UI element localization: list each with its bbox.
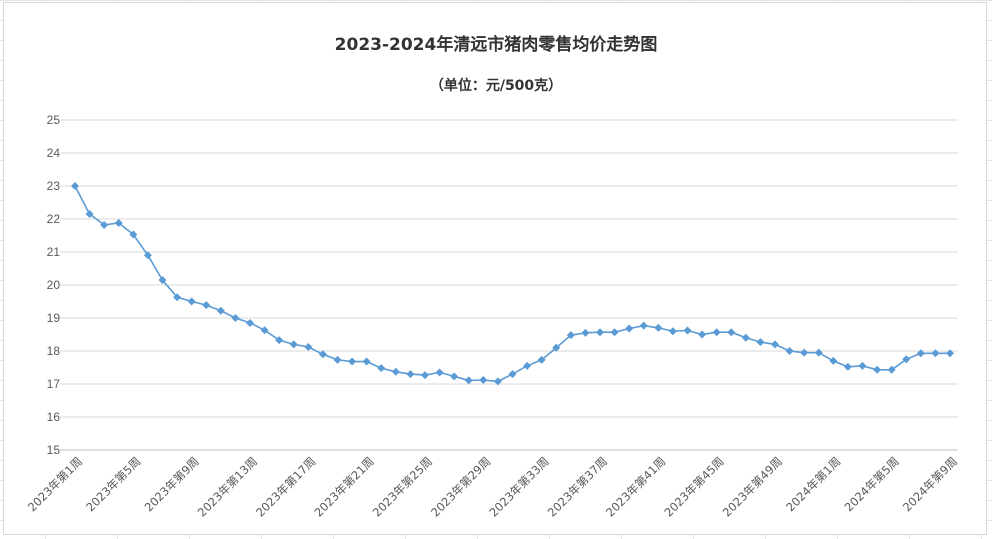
x-tick-label: 2023年第45周 [661,454,726,519]
data-point[interactable] [771,340,779,349]
data-point[interactable] [71,182,79,190]
x-tick-label: 2024年第5周 [842,454,902,514]
data-point[interactable] [377,364,386,373]
data-point[interactable] [873,365,882,374]
y-tick-label: 21 [47,245,61,259]
data-point[interactable] [668,327,677,336]
y-tick-label: 17 [47,377,61,391]
data-point[interactable] [260,326,269,335]
data-point[interactable] [581,328,590,337]
data-point[interactable] [727,328,736,337]
data-point[interactable] [464,376,473,385]
y-tick-label: 19 [47,311,61,325]
x-tick-label: 2023年第25周 [370,454,435,519]
x-tick-label: 2023年第37周 [545,454,610,519]
data-point[interactable] [508,370,517,379]
y-tick-label: 18 [47,344,61,358]
data-point[interactable] [158,276,167,285]
data-point[interactable] [523,361,532,370]
data-point[interactable] [785,347,794,355]
y-axis-ticks: 15 16 17 18 19 20 21 22 23 24 25 [47,113,61,457]
data-point[interactable] [406,370,415,379]
data-point[interactable] [596,328,604,337]
x-tick-label: 2023年第17周 [253,454,318,519]
y-tick-label: 20 [47,278,61,292]
x-tick-label: 2023年第49周 [720,454,785,519]
y-tick-label: 24 [47,146,61,160]
data-point[interactable] [129,230,138,239]
data-point[interactable] [654,323,663,332]
data-point[interactable] [814,348,823,357]
data-point[interactable] [566,331,575,340]
data-point[interactable] [712,328,721,337]
data-point[interactable] [435,368,444,377]
data-point[interactable] [858,361,867,370]
x-tick-label: 2023年第9周 [142,454,202,514]
data-point[interactable] [114,218,123,227]
data-point[interactable] [362,357,371,366]
x-tick-label: 2023年第13周 [195,454,260,519]
x-tick-label: 2023年第41周 [603,454,668,519]
data-point[interactable] [216,306,225,315]
data-point[interactable] [493,377,502,386]
data-point[interactable] [275,336,284,345]
y-tick-label: 16 [47,410,61,424]
data-point[interactable] [756,338,765,347]
y-tick-label: 15 [47,443,61,457]
x-axis-ticks: 2023年第1周2023年第5周2023年第9周2023年第13周2023年第1… [25,454,960,519]
data-point[interactable] [289,340,298,349]
data-point[interactable] [610,328,619,337]
data-point[interactable] [231,314,240,322]
series-price[interactable] [71,182,954,386]
data-point[interactable] [246,318,254,327]
x-tick-label: 2024年第1周 [783,454,843,514]
chart-area[interactable] [3,2,987,535]
data-point[interactable] [143,251,152,260]
data-point[interactable] [100,220,109,229]
chart-title: 2023-2024年清远市猪肉零售均价走势图 [334,35,658,55]
y-tick-label: 22 [47,212,61,226]
x-tick-label: 2024年第9周 [900,454,960,514]
data-point[interactable] [537,355,546,364]
data-point[interactable] [887,365,896,374]
data-point[interactable] [931,349,940,358]
data-point[interactable] [639,321,648,330]
data-point[interactable] [333,355,342,364]
data-point[interactable] [173,293,182,302]
data-point[interactable] [741,333,750,342]
y-tick-label: 25 [47,113,61,127]
x-tick-label: 2023年第1周 [25,454,85,514]
data-point[interactable] [479,376,488,385]
data-point[interactable] [187,297,196,306]
data-point[interactable] [625,324,634,333]
data-point[interactable] [304,343,313,352]
x-tick-label: 2023年第33周 [486,454,551,519]
data-point[interactable] [829,356,838,365]
data-point[interactable] [946,349,954,358]
gridlines [60,119,958,451]
data-point[interactable] [348,357,357,366]
data-point[interactable] [85,210,94,219]
data-point[interactable] [843,362,852,371]
y-tick-label: 23 [47,179,61,193]
data-point[interactable] [450,372,459,381]
x-tick-label: 2023年第21周 [311,454,376,519]
data-point[interactable] [916,349,925,358]
data-point[interactable] [552,343,561,352]
data-point[interactable] [800,348,809,357]
data-point[interactable] [698,330,707,339]
data-point[interactable] [902,355,911,364]
x-tick-label: 2023年第29周 [428,454,493,519]
x-tick-label: 2023年第5周 [83,454,143,514]
chart-subtitle: （单位：元/500克） [429,78,563,94]
data-point[interactable] [683,326,692,335]
data-point[interactable] [318,350,327,359]
data-point[interactable] [421,371,429,380]
data-point[interactable] [391,367,400,376]
data-point[interactable] [202,301,211,310]
